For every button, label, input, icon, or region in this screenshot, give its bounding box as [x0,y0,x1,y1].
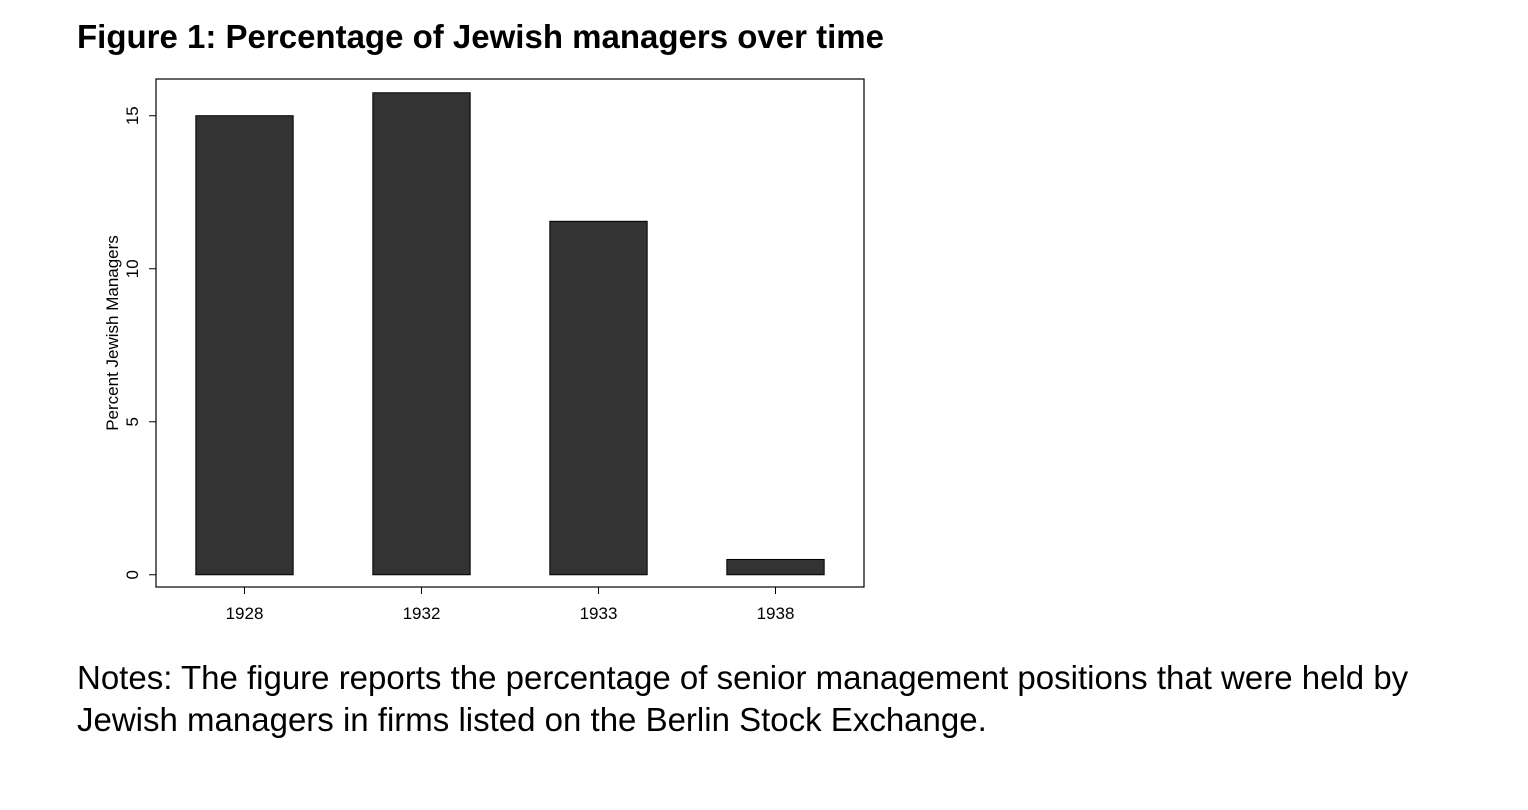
bar-1932 [372,92,471,576]
bar-1938 [726,558,825,576]
x-axis: 1928 1932 1933 1938 [226,587,795,623]
bar-1933 [549,220,648,576]
y-tick-label-15: 15 [123,106,142,125]
figure-notes: Notes: The figure reports the percentage… [77,659,1409,738]
bars [195,92,825,576]
plot-frame [155,78,865,588]
y-axis-title: Percent Jewish Managers [103,235,122,431]
y-axis: 0 5 10 15 [123,106,156,579]
bar-1928 [195,115,294,576]
x-tick-label-1932: 1932 [403,604,441,623]
y-tick-label-10: 10 [123,259,142,278]
y-tick-label-0: 0 [123,570,142,579]
x-tick-label-1933: 1933 [580,604,618,623]
y-tick-label-5: 5 [123,417,142,426]
x-tick-label-1928: 1928 [226,604,264,623]
figure-title: Figure 1: Percentage of Jewish managers … [77,18,884,55]
x-tick-label-1938: 1938 [757,604,795,623]
